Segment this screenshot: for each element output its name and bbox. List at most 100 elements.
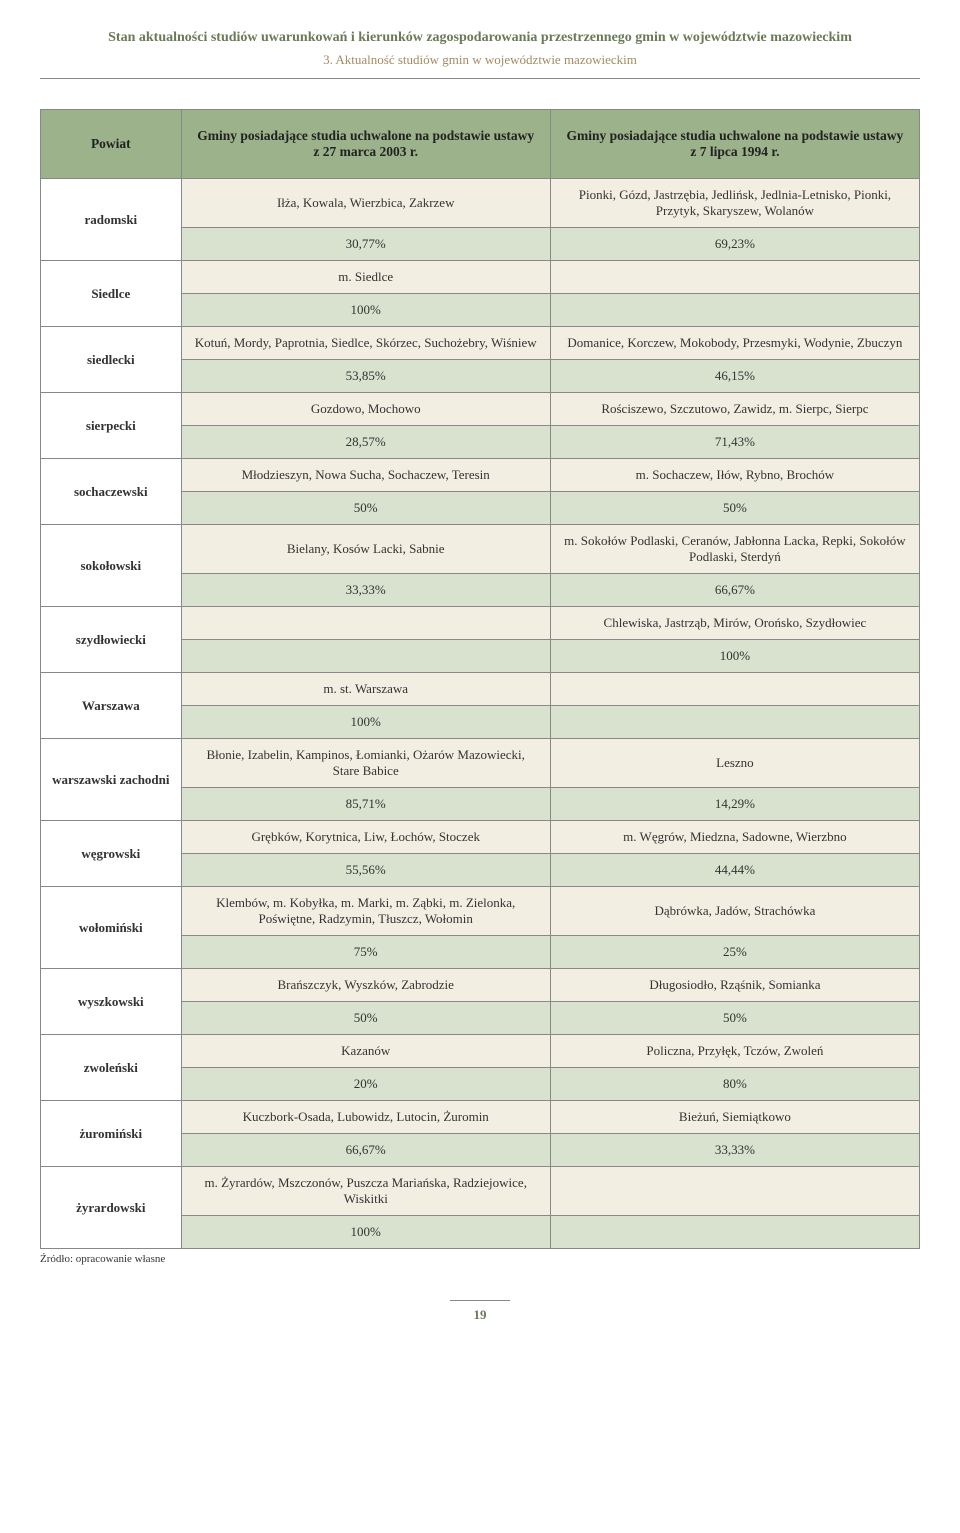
pct-1994-cell bbox=[550, 706, 919, 739]
pct-1994-cell: 44,44% bbox=[550, 854, 919, 887]
pct-1994-cell: 46,15% bbox=[550, 360, 919, 393]
gminy-2003-cell: Kotuń, Mordy, Paprotnia, Siedlce, Skórze… bbox=[181, 327, 550, 360]
gminy-2003-cell: Klembów, m. Kobyłka, m. Marki, m. Ząbki,… bbox=[181, 887, 550, 936]
table-row: radomskiIłża, Kowala, Wierzbica, Zakrzew… bbox=[41, 179, 920, 228]
gminy-1994-cell: m. Sokołów Podlaski, Ceranów, Jabłonna L… bbox=[550, 525, 919, 574]
pct-1994-cell bbox=[550, 294, 919, 327]
col-powiat: Powiat bbox=[41, 110, 182, 179]
gminy-2003-cell: Grębków, Korytnica, Liw, Łochów, Stoczek bbox=[181, 821, 550, 854]
pct-2003-cell: 55,56% bbox=[181, 854, 550, 887]
pct-1994-cell: 25% bbox=[550, 936, 919, 969]
powiat-cell: Siedlce bbox=[41, 261, 182, 327]
gminy-2003-cell: Bielany, Kosów Lacki, Sabnie bbox=[181, 525, 550, 574]
document-title: Stan aktualności studiów uwarunkowań i k… bbox=[40, 30, 920, 46]
powiat-cell: sierpecki bbox=[41, 393, 182, 459]
powiat-cell: Warszawa bbox=[41, 673, 182, 739]
pct-2003-cell: 85,71% bbox=[181, 788, 550, 821]
powiat-cell: wyszkowski bbox=[41, 969, 182, 1035]
gminy-2003-cell: Brańszczyk, Wyszków, Zabrodzie bbox=[181, 969, 550, 1002]
table-row: wołomińskiKlembów, m. Kobyłka, m. Marki,… bbox=[41, 887, 920, 936]
powiat-cell: siedlecki bbox=[41, 327, 182, 393]
gminy-2003-cell bbox=[181, 607, 550, 640]
gminy-1994-cell: Chlewiska, Jastrząb, Mirów, Orońsko, Szy… bbox=[550, 607, 919, 640]
pct-1994-cell bbox=[550, 1216, 919, 1249]
pct-1994-cell: 71,43% bbox=[550, 426, 919, 459]
gminy-2003-cell: Gozdowo, Mochowo bbox=[181, 393, 550, 426]
powiat-cell: radomski bbox=[41, 179, 182, 261]
powiat-cell: żyrardowski bbox=[41, 1167, 182, 1249]
pct-2003-cell: 28,57% bbox=[181, 426, 550, 459]
pct-1994-cell: 50% bbox=[550, 1002, 919, 1035]
gminy-2003-cell: m. Siedlce bbox=[181, 261, 550, 294]
gminy-2003-cell: m. Żyrardów, Mszczonów, Puszcza Mariańsk… bbox=[181, 1167, 550, 1216]
powiat-cell: warszawski zachodni bbox=[41, 739, 182, 821]
pct-1994-cell: 33,33% bbox=[550, 1134, 919, 1167]
pct-2003-cell: 53,85% bbox=[181, 360, 550, 393]
table-row: sokołowskiBielany, Kosów Lacki, Sabniem.… bbox=[41, 525, 920, 574]
table-body: radomskiIłża, Kowala, Wierzbica, Zakrzew… bbox=[41, 179, 920, 1249]
pct-2003-cell: 50% bbox=[181, 492, 550, 525]
pct-1994-cell: 69,23% bbox=[550, 228, 919, 261]
gminy-1994-cell: Domanice, Korczew, Mokobody, Przesmyki, … bbox=[550, 327, 919, 360]
gminy-2003-cell: Kuczbork-Osada, Lubowidz, Lutocin, Żurom… bbox=[181, 1101, 550, 1134]
table-row: szydłowieckiChlewiska, Jastrząb, Mirów, … bbox=[41, 607, 920, 640]
col-left: Gminy posiadające studia uchwalone na po… bbox=[181, 110, 550, 179]
gminy-1994-cell: Dąbrówka, Jadów, Strachówka bbox=[550, 887, 919, 936]
pct-2003-cell: 66,67% bbox=[181, 1134, 550, 1167]
table-row: żyrardowskim. Żyrardów, Mszczonów, Puszc… bbox=[41, 1167, 920, 1216]
source-note: Źródło: opracowanie własne bbox=[40, 1253, 920, 1265]
table-row: Warszawam. st. Warszawa bbox=[41, 673, 920, 706]
gminy-1994-cell bbox=[550, 673, 919, 706]
gminy-2003-cell: Błonie, Izabelin, Kampinos, Łomianki, Oż… bbox=[181, 739, 550, 788]
pct-1994-cell: 80% bbox=[550, 1068, 919, 1101]
powiat-cell: wołomiński bbox=[41, 887, 182, 969]
gminy-1994-cell: Bieżuń, Siemiątkowo bbox=[550, 1101, 919, 1134]
pct-2003-cell: 100% bbox=[181, 706, 550, 739]
pct-2003-cell bbox=[181, 640, 550, 673]
powiat-cell: żuromiński bbox=[41, 1101, 182, 1167]
pct-2003-cell: 100% bbox=[181, 1216, 550, 1249]
gminy-2003-cell: m. st. Warszawa bbox=[181, 673, 550, 706]
pct-1994-cell: 66,67% bbox=[550, 574, 919, 607]
table-row: siedleckiKotuń, Mordy, Paprotnia, Siedlc… bbox=[41, 327, 920, 360]
gminy-1994-cell bbox=[550, 1167, 919, 1216]
page-number: 19 bbox=[450, 1300, 510, 1323]
header-rule bbox=[40, 78, 920, 79]
table-row: sierpeckiGozdowo, MochowoRościszewo, Szc… bbox=[41, 393, 920, 426]
pct-2003-cell: 20% bbox=[181, 1068, 550, 1101]
table-row: Siedlcem. Siedlce bbox=[41, 261, 920, 294]
powiat-cell: zwoleński bbox=[41, 1035, 182, 1101]
table-row: węgrowskiGrębków, Korytnica, Liw, Łochów… bbox=[41, 821, 920, 854]
gminy-1994-cell bbox=[550, 261, 919, 294]
pct-1994-cell: 14,29% bbox=[550, 788, 919, 821]
pct-2003-cell: 30,77% bbox=[181, 228, 550, 261]
col-right: Gminy posiadające studia uchwalone na po… bbox=[550, 110, 919, 179]
gminy-2003-cell: Kazanów bbox=[181, 1035, 550, 1068]
gminy-1994-cell: Pionki, Gózd, Jastrzębia, Jedlińsk, Jedl… bbox=[550, 179, 919, 228]
gminy-1994-cell: Długosiodło, Rząśnik, Somianka bbox=[550, 969, 919, 1002]
gminy-1994-cell: Leszno bbox=[550, 739, 919, 788]
pct-2003-cell: 75% bbox=[181, 936, 550, 969]
gminy-1994-cell: m. Węgrów, Miedzna, Sadowne, Wierzbno bbox=[550, 821, 919, 854]
table-row: wyszkowskiBrańszczyk, Wyszków, Zabrodzie… bbox=[41, 969, 920, 1002]
table-header-row: Powiat Gminy posiadające studia uchwalon… bbox=[41, 110, 920, 179]
pct-2003-cell: 100% bbox=[181, 294, 550, 327]
pct-2003-cell: 33,33% bbox=[181, 574, 550, 607]
table-row: warszawski zachodniBłonie, Izabelin, Kam… bbox=[41, 739, 920, 788]
pct-1994-cell: 50% bbox=[550, 492, 919, 525]
document-subtitle: 3. Aktualność studiów gmin w województwi… bbox=[40, 52, 920, 68]
page-header: Stan aktualności studiów uwarunkowań i k… bbox=[40, 30, 920, 79]
table-row: zwoleńskiKazanówPoliczna, Przyłęk, Tczów… bbox=[41, 1035, 920, 1068]
pct-1994-cell: 100% bbox=[550, 640, 919, 673]
table-row: sochaczewskiMłodzieszyn, Nowa Sucha, Soc… bbox=[41, 459, 920, 492]
powiat-cell: sokołowski bbox=[41, 525, 182, 607]
gminy-1994-cell: m. Sochaczew, Iłów, Rybno, Brochów bbox=[550, 459, 919, 492]
data-table: Powiat Gminy posiadające studia uchwalon… bbox=[40, 109, 920, 1249]
pct-2003-cell: 50% bbox=[181, 1002, 550, 1035]
gminy-1994-cell: Rościszewo, Szczutowo, Zawidz, m. Sierpc… bbox=[550, 393, 919, 426]
powiat-cell: szydłowiecki bbox=[41, 607, 182, 673]
powiat-cell: węgrowski bbox=[41, 821, 182, 887]
table-row: żuromińskiKuczbork-Osada, Lubowidz, Luto… bbox=[41, 1101, 920, 1134]
gminy-1994-cell: Policzna, Przyłęk, Tczów, Zwoleń bbox=[550, 1035, 919, 1068]
gminy-2003-cell: Młodzieszyn, Nowa Sucha, Sochaczew, Tere… bbox=[181, 459, 550, 492]
